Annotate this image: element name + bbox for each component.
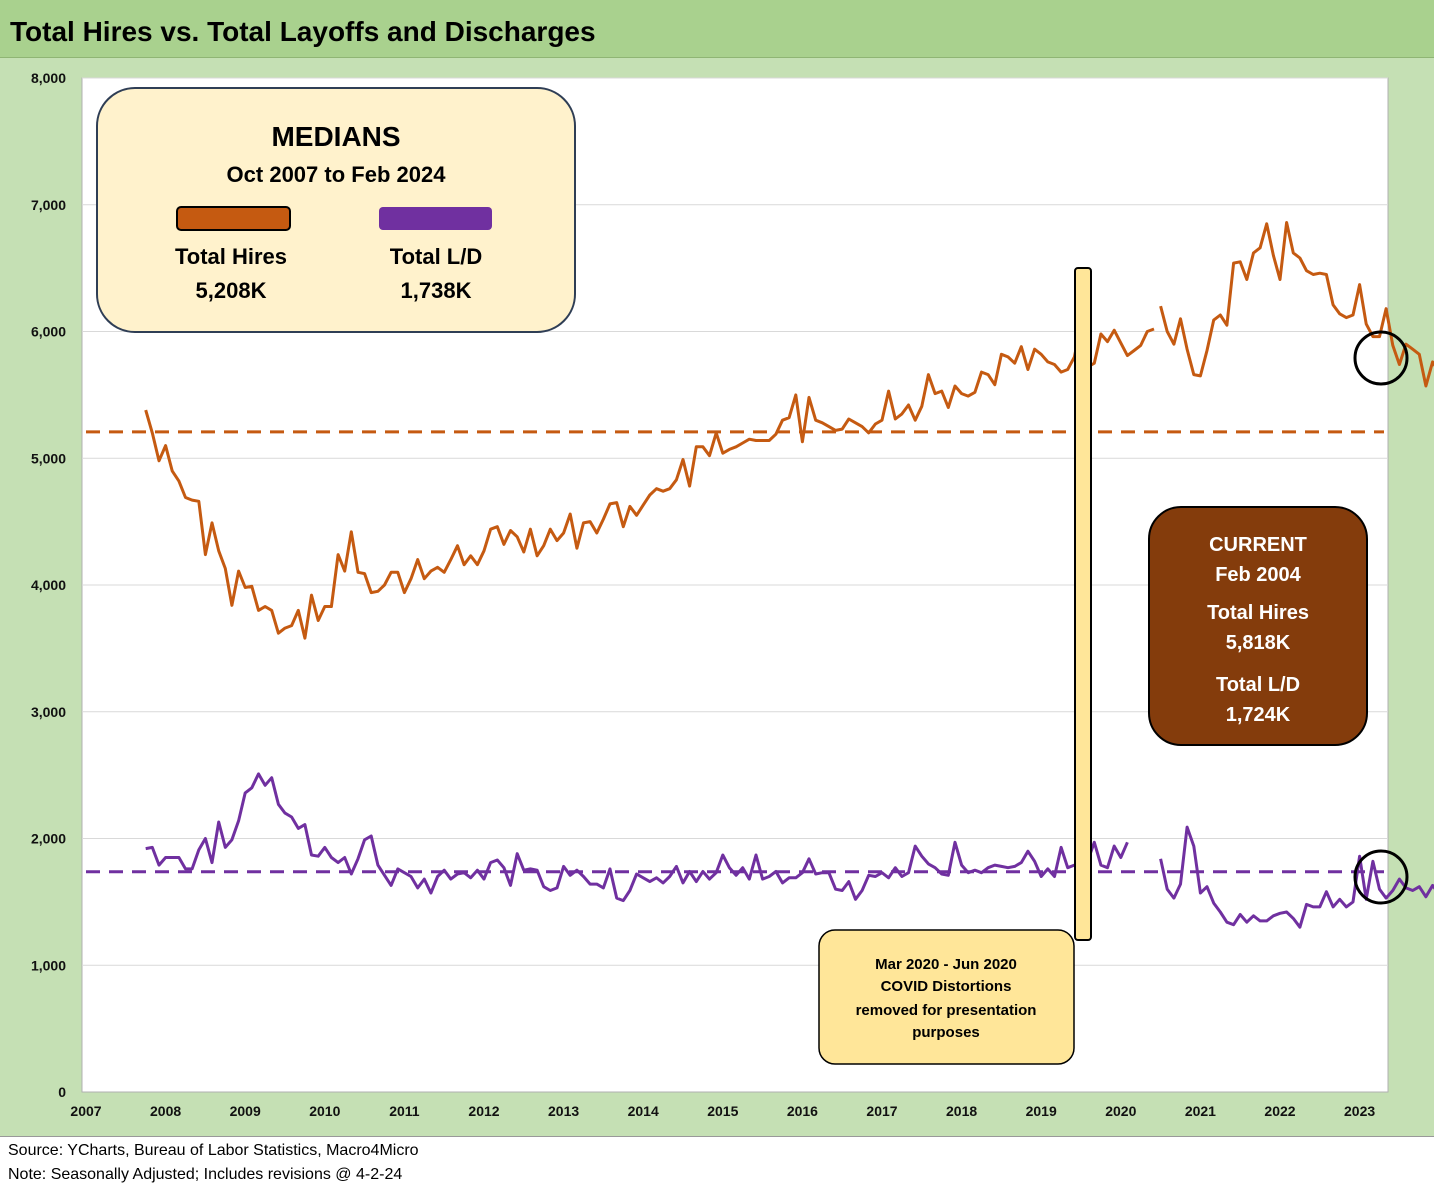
footer-source: Source: YCharts, Bureau of Labor Statist…: [8, 1142, 419, 1159]
x-tick-label: 2009: [230, 1103, 261, 1119]
medians-period: Oct 2007 to Feb 2024: [227, 162, 447, 187]
y-tick-label: 7,000: [31, 197, 66, 213]
layoffs-series-line: [145, 772, 1129, 903]
x-tick-label: 2008: [150, 1103, 181, 1119]
ld-legend-swatch: [379, 207, 492, 230]
medians-heading: MEDIANS: [271, 121, 400, 152]
medians-ld-label: Total L/D: [390, 244, 482, 269]
x-tick-label: 2014: [628, 1103, 659, 1119]
y-tick-label: 6,000: [31, 324, 66, 340]
chart-area: 0 1,000 2,000 3,000 4,000 5,000 6,000 7,000 8,00…: [0, 58, 1434, 1136]
hires-legend-swatch: [176, 206, 291, 231]
x-tick-label: 2011: [389, 1103, 420, 1119]
medians-box: MEDIANS Oct 2007 to Feb 2024 Total Hires…: [96, 87, 576, 333]
y-tick-label: 8,000: [31, 70, 66, 86]
footer-note: Note: Seasonally Adjusted; Includes revi…: [8, 1166, 403, 1183]
hires-series-line: [1159, 221, 1434, 388]
x-tick-label: 2019: [1026, 1103, 1057, 1119]
covid-note-line-4: purposes: [912, 1024, 980, 1041]
y-tick-label: 1,000: [31, 957, 66, 973]
chart-svg: 0 1,000 2,000 3,000 4,000 5,000 6,000 7,000 8,00…: [31, 70, 1434, 1119]
ld-current-circle: [1353, 849, 1409, 905]
x-tick-label: 2015: [707, 1103, 738, 1119]
x-tick-label: 2016: [787, 1103, 818, 1119]
x-tick-label: 2012: [468, 1103, 499, 1119]
current-ld-value: 1,724K: [1226, 704, 1291, 726]
hires-current-circle: [1353, 330, 1409, 386]
medians-hires-label: Total Hires: [175, 244, 287, 269]
covid-note-box: Mar 2020 - Jun 2020 COVID Distortions re…: [818, 929, 1075, 1065]
x-tick-label: 2013: [548, 1103, 579, 1119]
covid-note-line-3: removed for presentation: [856, 1002, 1037, 1019]
x-tick-label: 2023: [1344, 1103, 1375, 1119]
y-tick-label: 0: [58, 1084, 66, 1100]
y-tick-label: 2,000: [31, 831, 66, 847]
current-date: Feb 2004: [1215, 564, 1301, 586]
y-axis-ticks: 0 1,000 2,000 3,000 4,000 5,000 6,000 7,000 8,00…: [31, 70, 66, 1100]
series-lines: [144, 221, 1434, 929]
footer: Source: YCharts, Bureau of Labor Statist…: [0, 1136, 1434, 1190]
medians-ld-value: 1,738K: [401, 278, 472, 303]
layoffs-series-line: [1159, 825, 1434, 929]
current-ld-label: Total L/D: [1216, 674, 1300, 696]
chart-title: Total Hires vs. Total Layoffs and Discha…: [10, 16, 596, 47]
x-tick-label: 2017: [866, 1103, 897, 1119]
medians-hires-value: 5,208K: [196, 278, 267, 303]
covid-note-line-2: COVID Distortions: [881, 978, 1012, 995]
x-tick-label: 2018: [946, 1103, 977, 1119]
x-tick-label: 2022: [1264, 1103, 1295, 1119]
y-tick-label: 4,000: [31, 577, 66, 593]
x-tick-label: 2021: [1185, 1103, 1216, 1119]
title-bar: Total Hires vs. Total Layoffs and Discha…: [0, 0, 1434, 58]
current-box: CURRENT Feb 2004 Total Hires 5,818K Tota…: [1148, 506, 1368, 746]
x-tick-label: 2020: [1105, 1103, 1136, 1119]
hires-series-line: [144, 322, 1155, 640]
covid-gap-bar: [1074, 267, 1092, 941]
current-hires-label: Total Hires: [1207, 602, 1309, 624]
covid-note-line-1: Mar 2020 - Jun 2020: [875, 956, 1017, 973]
y-tick-label: 5,000: [31, 450, 66, 466]
x-tick-label: 2007: [70, 1103, 101, 1119]
y-tick-label: 3,000: [31, 704, 66, 720]
current-heading: CURRENT: [1209, 534, 1307, 556]
x-tick-label: 2010: [309, 1103, 340, 1119]
grid-lines: [82, 77, 1388, 966]
x-axis-ticks: 2007 2008 2009 2010 2011 2012 2013 2014 2015 2016…: [70, 1103, 1375, 1119]
current-hires-value: 5,818K: [1226, 632, 1291, 654]
